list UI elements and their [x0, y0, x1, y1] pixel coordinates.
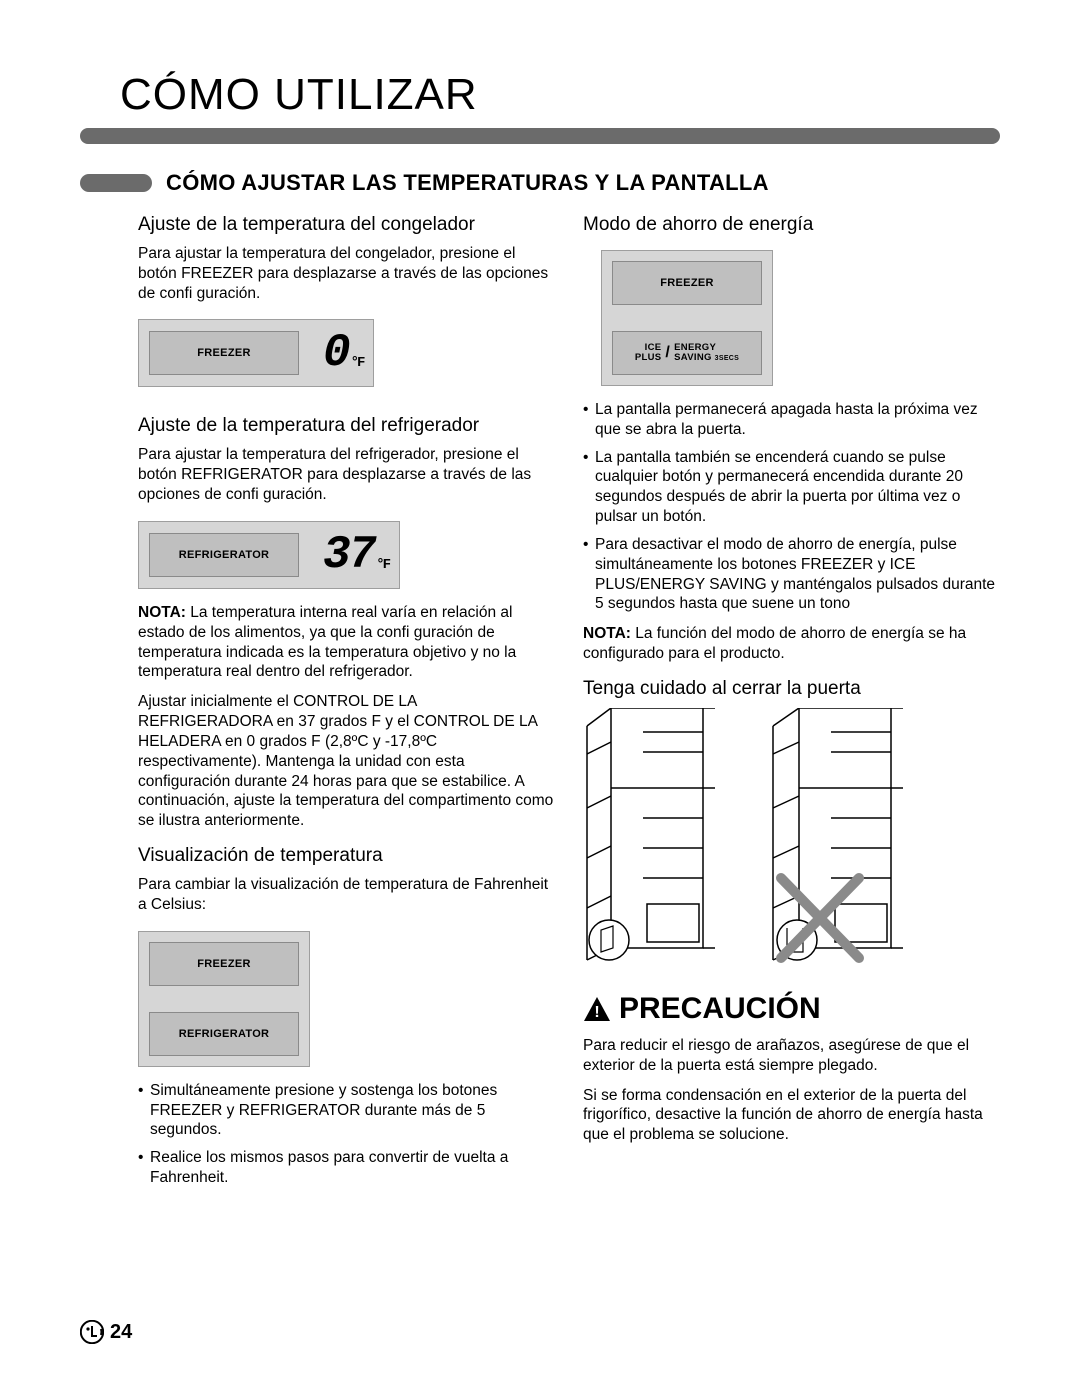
section-title: CÓMO AJUSTAR LAS TEMPERATURAS Y LA PANTA… — [166, 170, 769, 196]
list-item: Realice los mismos pasos para convertir … — [138, 1148, 555, 1188]
energy-saving-bullets: La pantalla permanecerá apagada hasta la… — [583, 400, 1000, 614]
cf-toggle-panel: FREEZER REFRIGERATOR — [138, 931, 310, 1067]
nota-2-text: La función del modo de ahorro de energía… — [583, 625, 966, 662]
freezer-button[interactable]: FREEZER — [149, 331, 299, 375]
ice-plus-energy-saving-button[interactable]: ICE PLUS / ENERGY SAVING 3SECS — [612, 331, 762, 375]
cf-toggle-bullets: Simultáneamente presione y sostenga los … — [138, 1081, 555, 1188]
caution-text-2: Si se forma condensación en el exterior … — [583, 1086, 1000, 1145]
list-item: La pantalla también se encenderá cuando … — [583, 448, 1000, 527]
initial-setup-text: Ajustar inicialmente el CONTROL DE LA RE… — [138, 692, 555, 831]
secs-label: 3SECS — [715, 355, 739, 362]
freezer-button-panel: FREEZER 0 °F — [138, 319, 374, 387]
fridge-button-panel: REFRIGERATOR 37 °F — [138, 521, 400, 589]
content-columns: Ajuste de la temperatura del congelador … — [80, 214, 1000, 1198]
title-divider-bar — [80, 128, 1000, 144]
freezer-temp-value: 0 — [323, 330, 349, 376]
page-number: 24 — [110, 1321, 132, 1344]
fridge-temp-unit: °F — [376, 558, 389, 572]
freezer-button-2[interactable]: FREEZER — [149, 942, 299, 986]
slash-icon: / — [665, 344, 670, 362]
refrigerator-button-2[interactable]: REFRIGERATOR — [149, 1012, 299, 1056]
list-item: Simultáneamente presione y sostenga los … — [138, 1081, 555, 1140]
warning-icon: ! — [583, 996, 611, 1022]
temp-display-text: Para cambiar la visualización de tempera… — [138, 875, 555, 915]
plus-label: PLUS — [635, 353, 662, 363]
nota-1-text: La temperatura interna real varía en rel… — [138, 604, 516, 680]
temp-display-heading: Visualización de temperatura — [138, 845, 555, 867]
door-care-heading: Tenga cuidado al cerrar la puerta — [583, 678, 1000, 700]
svg-text:!: ! — [594, 1004, 599, 1021]
section-header: CÓMO AJUSTAR LAS TEMPERATURAS Y LA PANTA… — [80, 170, 1000, 196]
nota-1: NOTA: La temperatura interna real varía … — [138, 603, 555, 682]
energy-saving-panel: FREEZER ICE PLUS / ENERGY SAVING 3SECS — [601, 250, 773, 386]
nota-2: NOTA: La función del modo de ahorro de e… — [583, 624, 1000, 664]
list-item: Para desactivar el modo de ahorro de ene… — [583, 535, 1000, 614]
list-item: La pantalla permanecerá apagada hasta la… — [583, 400, 1000, 440]
section-bullet — [80, 174, 152, 192]
caution-label: PRECAUCIÓN — [619, 992, 821, 1026]
caution-text-1: Para reducir el riesgo de arañazos, aseg… — [583, 1036, 1000, 1076]
refrigerator-button[interactable]: REFRIGERATOR — [149, 533, 299, 577]
nota-2-label: NOTA: — [583, 625, 631, 642]
caution-heading: ! PRECAUCIÓN — [583, 992, 1000, 1026]
page-title: CÓMO UTILIZAR — [120, 70, 1000, 120]
lg-logo-icon — [80, 1320, 104, 1344]
fridge-temp-readout: 37 °F — [323, 532, 389, 578]
freezer-button-3[interactable]: FREEZER — [612, 261, 762, 305]
nota-1-label: NOTA: — [138, 604, 186, 621]
freezer-adjust-heading: Ajuste de la temperatura del congelador — [138, 214, 555, 236]
energy-saving-heading: Modo de ahorro de energía — [583, 214, 1000, 236]
door-correct — [583, 708, 723, 968]
door-incorrect — [759, 708, 909, 968]
freezer-temp-unit: °F — [351, 356, 364, 370]
freezer-adjust-text: Para ajustar la temperatura del congelad… — [138, 244, 555, 303]
fridge-adjust-text: Para ajustar la temperatura del refriger… — [138, 445, 555, 504]
left-column: Ajuste de la temperatura del congelador … — [80, 214, 555, 1198]
saving-label: SAVING — [674, 352, 712, 363]
fridge-temp-value: 37 — [323, 532, 374, 578]
door-diagram — [583, 708, 1000, 968]
right-column: Modo de ahorro de energía FREEZER ICE PL… — [583, 214, 1000, 1198]
freezer-temp-readout: 0 °F — [323, 330, 363, 376]
fridge-adjust-heading: Ajuste de la temperatura del refrigerado… — [138, 415, 555, 437]
page-footer: 24 — [80, 1320, 132, 1344]
